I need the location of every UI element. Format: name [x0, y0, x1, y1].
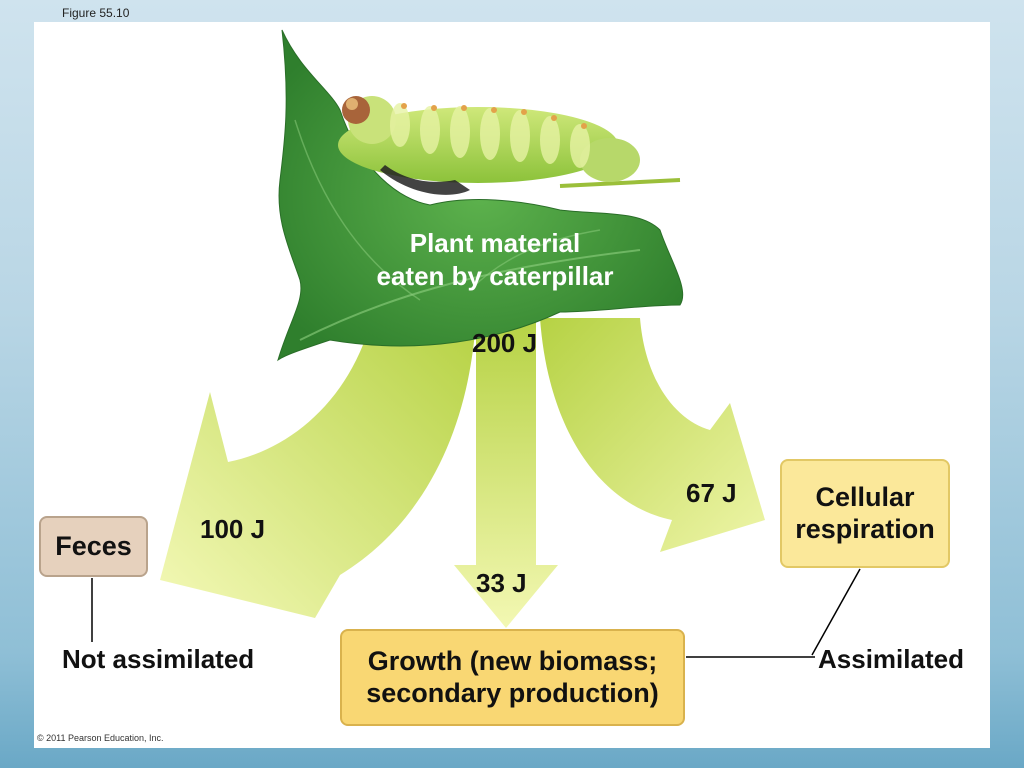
growth-box-line1: Growth (new biomass; — [367, 646, 658, 677]
figure-label: Figure 55.10 — [62, 6, 130, 20]
assimilated-label: Assimilated — [818, 644, 964, 674]
growth-flow-arrow — [454, 318, 558, 628]
feces-energy-label: 100 J — [200, 514, 266, 544]
plant-material-label: Plant material eaten by caterpillar — [330, 227, 660, 293]
plant-label-line1: Plant material — [409, 228, 581, 258]
respiration-box-line2: respiration — [795, 513, 935, 544]
growth-box: Growth (new biomass; secondary productio… — [340, 629, 685, 726]
feces-flow-arrow — [160, 318, 476, 618]
respiration-flow-arrow — [540, 318, 765, 552]
cellular-respiration-box: Cellular respiration — [780, 459, 950, 568]
caterpillar-illustration — [338, 96, 681, 195]
plant-label-line2: eaten by caterpillar — [376, 261, 614, 291]
total-energy-label: 200 J — [472, 328, 538, 358]
assimilated-connector-respiration — [811, 568, 861, 656]
leaf-illustration — [277, 29, 684, 362]
respiration-box-line1: Cellular — [815, 482, 915, 513]
not-assimilated-label: Not assimilated — [62, 644, 255, 674]
growth-box-line2: secondary production) — [366, 677, 659, 708]
feces-box: Feces — [39, 516, 148, 577]
growth-energy-label: 33 J — [476, 568, 527, 598]
feces-box-label: Feces — [55, 530, 132, 561]
copyright-notice: © 2011 Pearson Education, Inc. — [37, 733, 164, 743]
respiration-energy-label: 67 J — [686, 478, 737, 508]
